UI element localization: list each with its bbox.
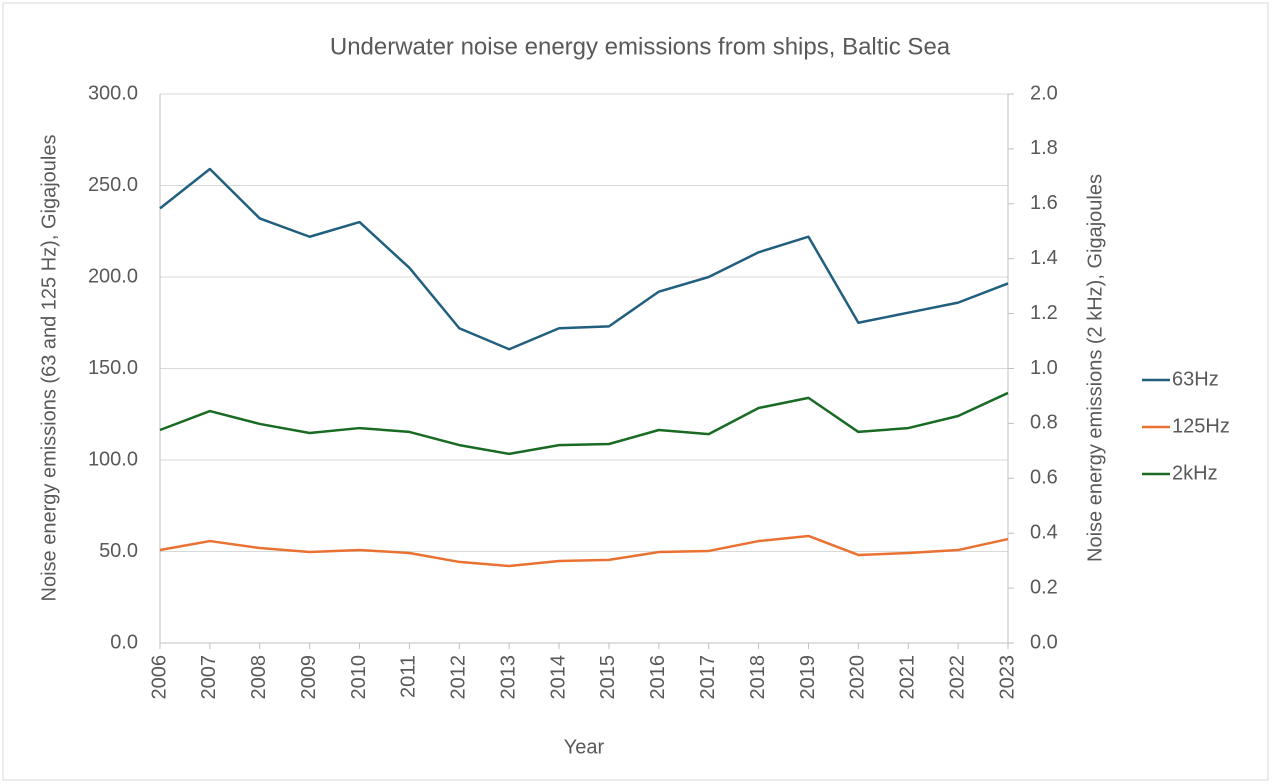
x-tick-label: 2020 bbox=[847, 655, 869, 700]
y2-tick-label: 1.2 bbox=[1030, 302, 1058, 324]
x-tick-label: 2017 bbox=[697, 655, 719, 700]
x-tick-label: 2016 bbox=[647, 655, 669, 700]
x-tick-label: 2006 bbox=[148, 655, 170, 700]
y2-axis-title: Noise energy emissions (2 kHz), Gigajoul… bbox=[1084, 174, 1106, 562]
x-tick-label: 2014 bbox=[547, 655, 569, 700]
x-axis-title: Year bbox=[564, 736, 605, 758]
chart-title: Underwater noise energy emissions from s… bbox=[330, 33, 951, 60]
y-axis-title: Noise energy emissions (63 and 125 Hz), … bbox=[38, 135, 60, 602]
y-tick-label: 250.0 bbox=[88, 174, 138, 196]
series-line bbox=[159, 167, 1009, 351]
y-tick-label: 100.0 bbox=[88, 448, 138, 470]
x-tick-label: 2021 bbox=[897, 655, 919, 700]
x-tick-label: 2019 bbox=[797, 655, 819, 700]
x-tick-label: 2010 bbox=[348, 655, 370, 700]
x-tick-label: 2012 bbox=[448, 655, 470, 700]
y-tick-label: 50.0 bbox=[99, 540, 138, 562]
y2-tick-label: 1.0 bbox=[1030, 357, 1058, 379]
y2-tick-label: 0.6 bbox=[1030, 467, 1058, 489]
y-tick-label: 150.0 bbox=[88, 357, 138, 379]
x-tick-label: 2018 bbox=[747, 655, 769, 700]
legend-label: 125Hz bbox=[1172, 415, 1230, 437]
y-tick-label: 300.0 bbox=[88, 82, 138, 104]
x-tick-label: 2023 bbox=[996, 655, 1018, 700]
legend-label: 63Hz bbox=[1172, 368, 1219, 390]
y2-tick-label: 1.4 bbox=[1030, 247, 1058, 269]
x-tick-label: 2011 bbox=[398, 655, 420, 698]
y2-tick-label: 1.8 bbox=[1030, 137, 1058, 159]
y2-tick-label: 0.0 bbox=[1030, 631, 1058, 653]
y2-tick-label: 2.0 bbox=[1030, 82, 1058, 104]
legend-label: 2kHz bbox=[1172, 462, 1218, 484]
series-line bbox=[159, 534, 1009, 568]
x-tick-label: 2008 bbox=[248, 655, 270, 700]
y2-tick-label: 1.6 bbox=[1030, 192, 1058, 214]
y2-tick-label: 0.2 bbox=[1030, 576, 1058, 598]
x-tick-label: 2015 bbox=[597, 655, 619, 700]
x-tick-label: 2022 bbox=[946, 655, 968, 700]
y-tick-label: 0.0 bbox=[110, 631, 138, 653]
x-tick-label: 2009 bbox=[298, 655, 320, 700]
y-tick-label: 200.0 bbox=[88, 265, 138, 287]
x-tick-label: 2013 bbox=[497, 655, 519, 700]
x-tick-label: 2007 bbox=[198, 655, 220, 700]
y2-tick-label: 0.4 bbox=[1030, 521, 1058, 543]
series-line bbox=[159, 391, 1009, 456]
y2-tick-label: 0.8 bbox=[1030, 412, 1058, 434]
